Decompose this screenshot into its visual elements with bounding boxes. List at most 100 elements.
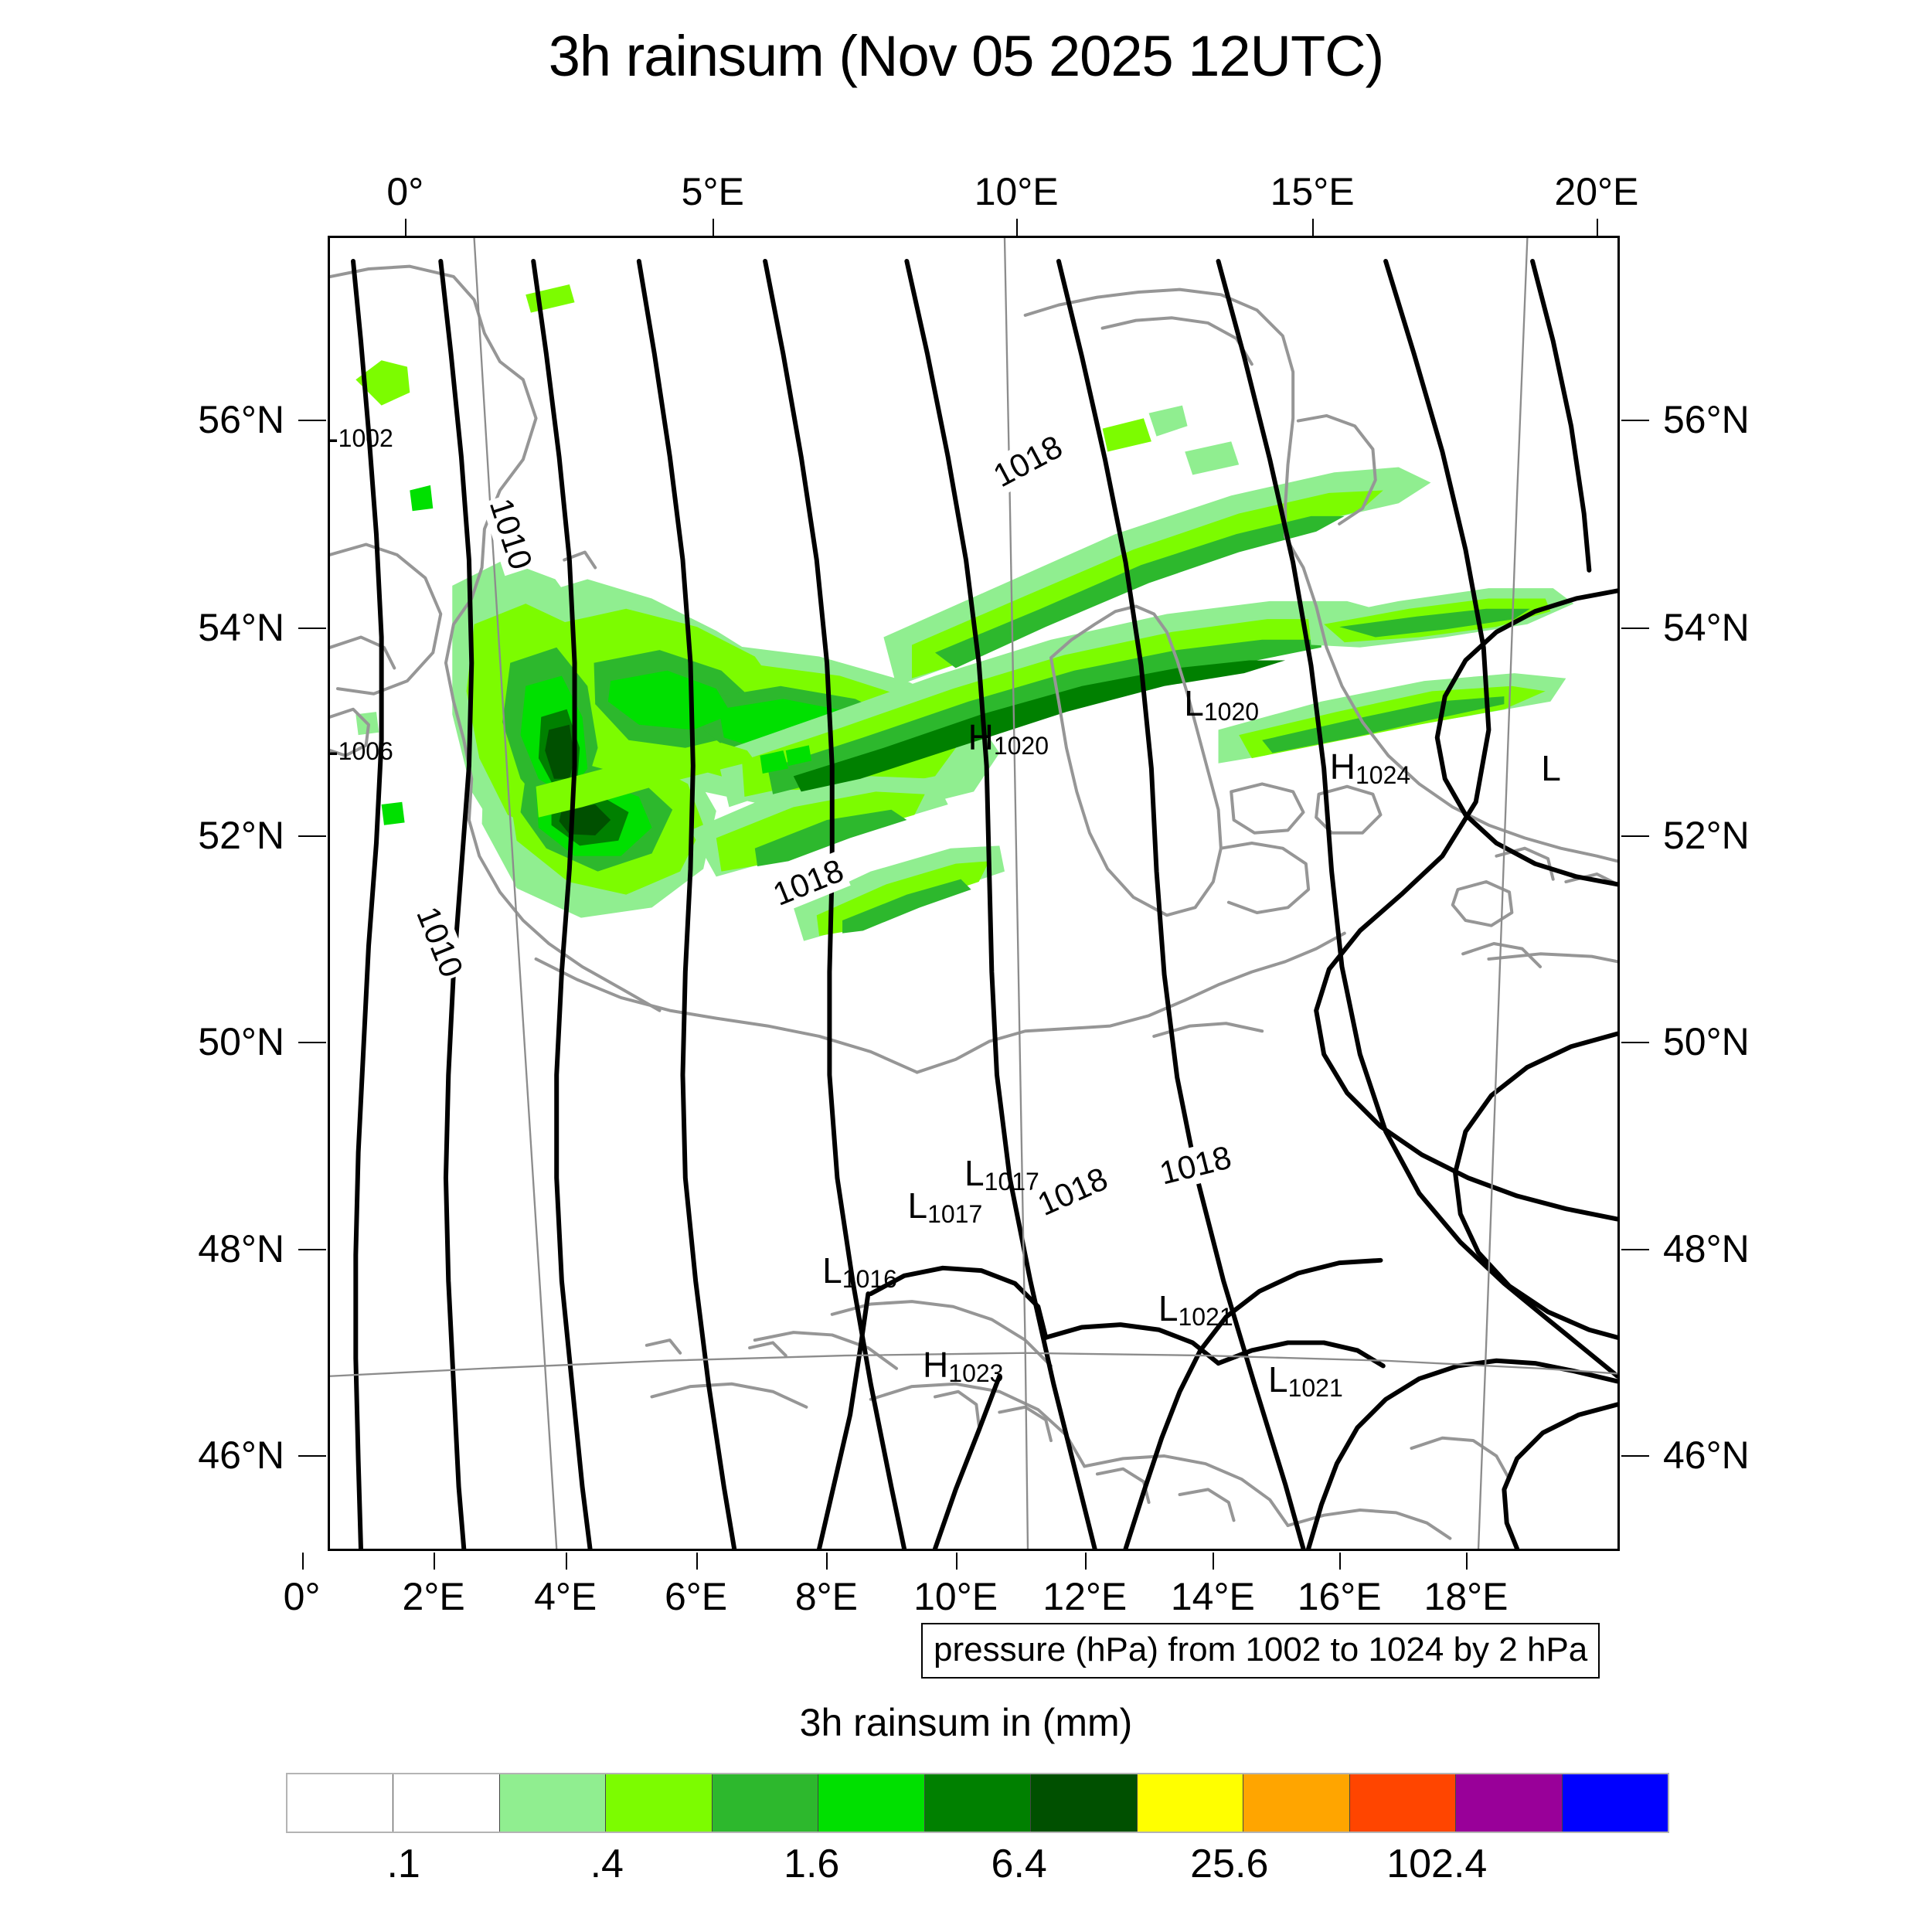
pressure-center-symbol: L [1267,1359,1288,1400]
axis-label-right-3: 50°N [1663,1020,1750,1064]
axis-tick-bottom-4 [826,1553,828,1570]
colorbar-label-5: 102.4 [1386,1842,1488,1886]
pressure-center-value: 1023 [948,1359,1004,1388]
axis-tick-left-0 [298,420,326,422]
pressure-center-symbol: L [1158,1288,1179,1329]
axis-label-bottom-7: 14°E [1170,1575,1255,1618]
pressure-center-symbol: H [1329,746,1355,787]
axis-tick-right-5 [1621,1454,1649,1457]
axis-label-right-2: 52°N [1663,814,1750,858]
pressure-center-symbol: L [964,1152,985,1193]
axis-tick-bottom-2 [565,1553,567,1570]
map-panel[interactable]: L1002L1006L1020H1020H1024LL1017L1017L101… [328,236,1620,1551]
colorbar-cell-6[interactable] [924,1774,1032,1832]
axis-tick-right-0 [1621,420,1649,422]
pressure-center-symbol: H [968,717,994,758]
colorbar-title: 3h rainsum in (mm) [799,1701,1133,1744]
axis-label-right-0: 56°N [1663,398,1750,442]
axis-label-left-2: 52°N [198,814,284,858]
precipitation-shading-denmark [526,284,1574,818]
axis-tick-bottom-6 [1084,1553,1087,1570]
pressure-center-l-0: L1002 [330,410,393,453]
axis-tick-bottom-5 [955,1553,957,1570]
pressure-center-value: 1006 [338,737,393,766]
axis-tick-bottom-7 [1213,1553,1215,1570]
axis-label-bottom-3: 6°E [664,1575,728,1618]
axis-tick-left-2 [298,835,326,838]
colorbar[interactable] [286,1773,1669,1833]
pressure-center-value: 1020 [993,732,1049,760]
axis-tick-top-3 [1312,219,1315,236]
pressure-center-value: 1002 [338,424,393,453]
axis-label-right-5: 46°N [1663,1433,1750,1477]
pressure-center-l-5: L [1541,750,1561,789]
pressure-center-value: 1017 [984,1167,1039,1196]
axis-tick-top-2 [1016,219,1019,236]
axis-label-top-0: 0° [386,170,424,213]
axis-label-bottom-2: 4°E [534,1575,597,1618]
map-canvas [330,238,1617,1549]
axis-tick-right-4 [1621,1248,1649,1250]
axis-tick-bottom-9 [1466,1553,1468,1570]
colorbar-cell-9[interactable] [1243,1774,1350,1832]
pressure-center-value: 1024 [1355,760,1411,789]
pressure-center-value: 1021 [1287,1374,1343,1403]
pressure-center-l-7: L1017 [964,1155,1039,1194]
axis-tick-right-3 [1621,1042,1649,1044]
pressure-center-l-6: L1017 [907,1188,982,1226]
axis-label-bottom-0: 0° [283,1575,321,1618]
colorbar-cell-12[interactable] [1562,1774,1668,1832]
axis-label-bottom-4: 8°E [794,1575,858,1618]
axis-label-left-5: 46°N [198,1433,284,1477]
axis-label-left-1: 54°N [198,606,284,650]
colorbar-cell-4[interactable] [712,1774,819,1832]
page-title: 3h rainsum (Nov 05 2025 12UTC) [548,24,1385,88]
axis-label-bottom-5: 10°E [913,1575,998,1618]
colorbar-cell-0[interactable] [287,1774,394,1832]
pressure-center-symbol: L [330,410,338,450]
colorbar-cell-3[interactable] [606,1774,713,1832]
axis-tick-bottom-0 [301,1553,304,1570]
pressure-legend: pressure (hPa) from 1002 to 1024 by 2 hP… [921,1623,1600,1679]
axis-label-left-4: 48°N [198,1226,284,1270]
colorbar-label-4: 25.6 [1190,1842,1269,1886]
pressure-center-value: 1016 [842,1264,897,1293]
colorbar-cell-7[interactable] [1031,1774,1138,1832]
axis-label-top-4: 20°E [1554,170,1639,213]
axis-label-left-3: 50°N [198,1020,284,1064]
axis-tick-bottom-3 [696,1553,698,1570]
pressure-center-symbol: L [907,1185,928,1226]
axis-label-right-1: 54°N [1663,606,1750,650]
colorbar-cell-1[interactable] [393,1774,500,1832]
colorbar-cell-11[interactable] [1456,1774,1563,1832]
axis-label-bottom-9: 18°E [1423,1575,1509,1618]
colorbar-cell-8[interactable] [1137,1774,1244,1832]
axis-label-right-4: 48°N [1663,1226,1750,1270]
pressure-center-value: 1021 [1178,1303,1233,1332]
colorbar-labels: .1 .4 1.6 6.4 25.6 102.4 [286,1841,1669,1887]
colorbar-cell-10[interactable] [1349,1774,1457,1832]
pressure-center-h-11: H1023 [923,1347,1003,1386]
axis-label-bottom-8: 16°E [1297,1575,1382,1618]
colorbar-cell-5[interactable] [818,1774,925,1832]
colorbar-label-0: .1 [386,1842,420,1886]
axis-tick-right-2 [1621,835,1649,838]
axis-label-top-2: 10°E [974,170,1059,213]
axis-label-top-3: 15°E [1270,170,1355,213]
axis-label-bottom-1: 2°E [402,1575,465,1618]
pressure-center-l-1: L1006 [330,725,393,766]
pressure-center-symbol: H [923,1345,949,1386]
axis-label-bottom-6: 12°E [1043,1575,1128,1618]
axis-tick-left-4 [298,1248,326,1250]
graticule [330,238,1617,1549]
pressure-center-l-10: L1021 [1268,1362,1343,1400]
axis-tick-bottom-8 [1339,1553,1342,1570]
pressure-center-h-4: H1024 [1330,749,1410,787]
axis-label-left-0: 56°N [198,398,284,442]
pressure-center-l-2: L1020 [1184,685,1259,724]
axis-tick-left-1 [298,628,326,630]
axis-tick-left-5 [298,1454,326,1457]
colorbar-cell-2[interactable] [499,1774,607,1832]
colorbar-label-2: 1.6 [784,1842,840,1886]
